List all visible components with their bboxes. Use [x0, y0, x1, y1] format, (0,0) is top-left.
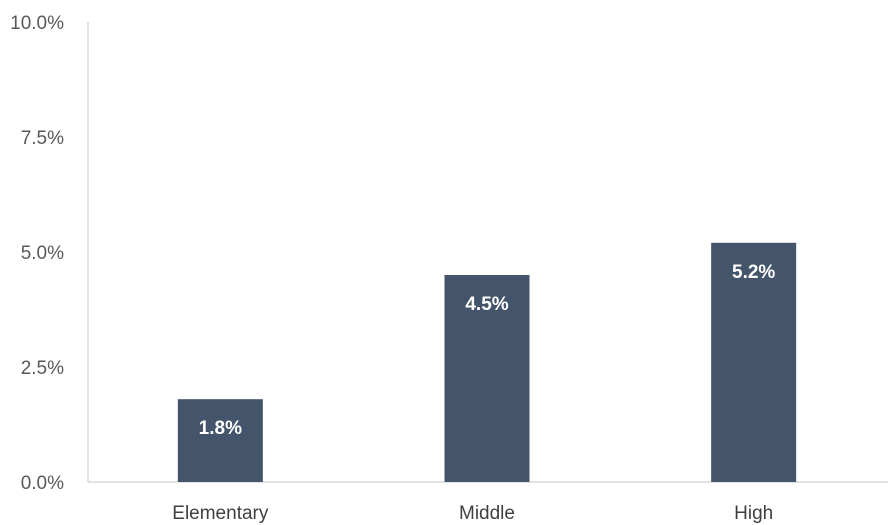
- x-axis-labels: Elementary Middle High: [172, 503, 773, 524]
- y-tick-label: 10.0%: [10, 13, 64, 34]
- x-tick-label-middle: Middle: [459, 503, 515, 524]
- x-tick-label-elementary: Elementary: [172, 503, 269, 524]
- y-tick-label: 5.0%: [21, 243, 64, 264]
- y-tick-label: 2.5%: [21, 358, 64, 379]
- data-label-high: 5.2%: [732, 262, 775, 283]
- bar-elementary: [177, 399, 263, 482]
- bar-middle: [444, 275, 530, 482]
- y-tick-label: 7.5%: [21, 128, 64, 149]
- x-tick-label-high: High: [734, 503, 773, 524]
- data-label-middle: 4.5%: [465, 294, 508, 315]
- bar-high: [711, 242, 797, 482]
- bars-group: 1.8% 4.5% 5.2%: [177, 242, 797, 482]
- data-label-elementary: 1.8%: [199, 418, 242, 439]
- y-axis-ticks: 0.0% 2.5% 5.0% 7.5% 10.0%: [10, 13, 64, 494]
- y-tick-label: 0.0%: [21, 473, 64, 494]
